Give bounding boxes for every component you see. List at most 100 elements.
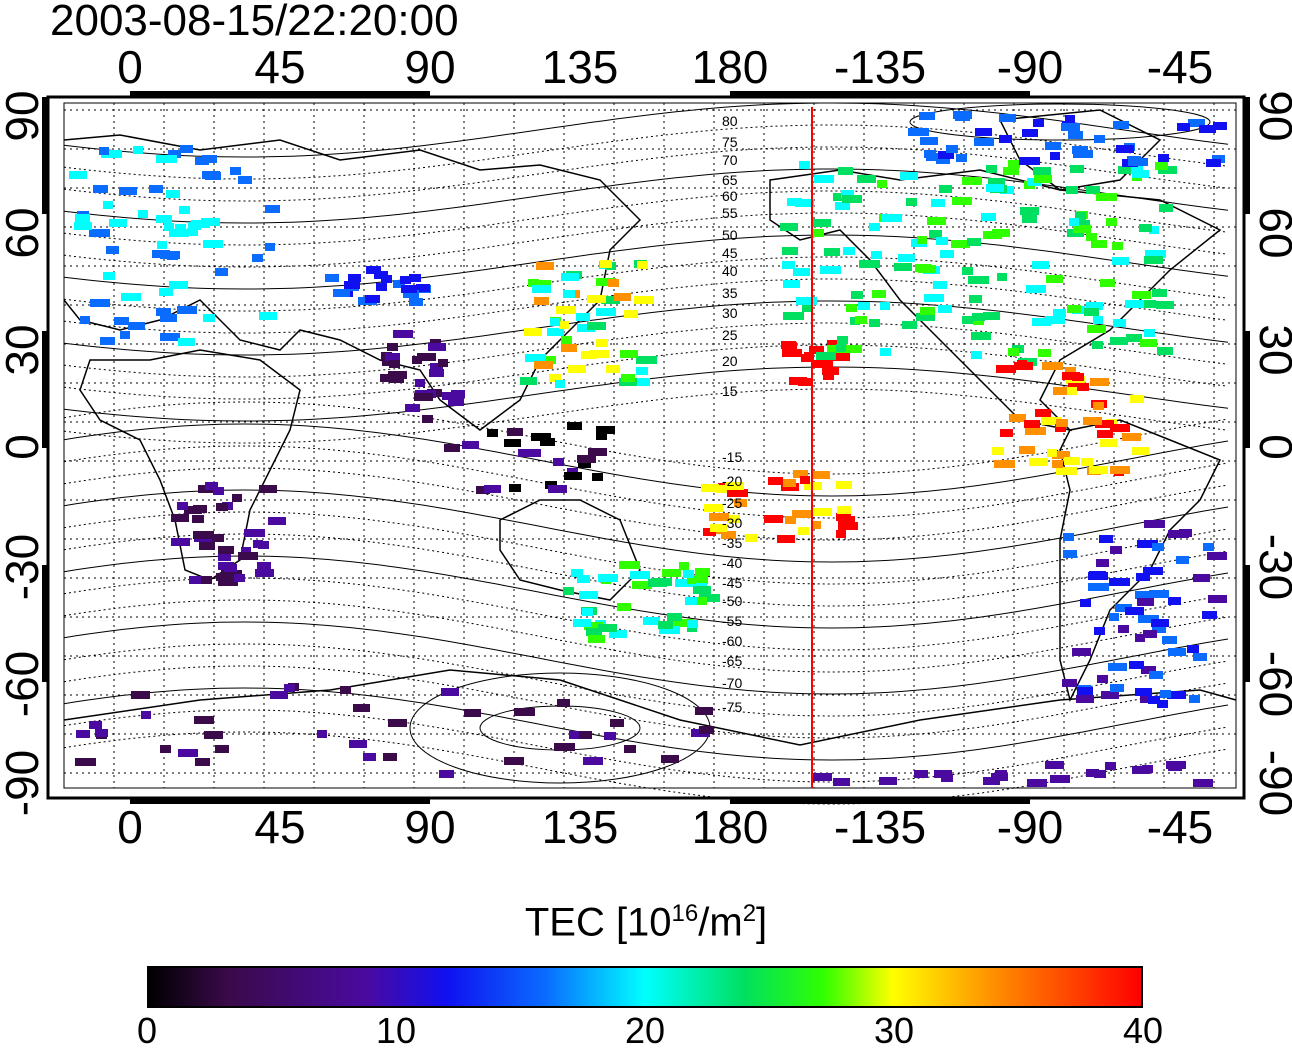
tec-cell — [858, 302, 870, 310]
tec-cell — [1118, 166, 1131, 174]
tec-cell — [1073, 225, 1091, 233]
tec-cell — [400, 276, 411, 284]
tec-cell — [561, 336, 572, 344]
tec-cell — [195, 157, 209, 165]
tec-cell — [813, 360, 833, 368]
tec-cell — [1158, 154, 1169, 162]
tec-cell — [587, 295, 606, 303]
tec-cell — [550, 318, 560, 326]
tec-cell — [1193, 653, 1207, 661]
tec-cell — [1073, 150, 1093, 158]
tec-cell — [962, 316, 976, 324]
tec-cell — [704, 504, 723, 512]
tec-cell — [634, 296, 654, 304]
tec-cell — [823, 372, 834, 380]
tec-cell — [1152, 625, 1166, 633]
tec-cell — [1093, 402, 1104, 410]
tec-cell — [727, 515, 740, 523]
contour-label: 70 — [722, 152, 738, 168]
tec-cell — [920, 137, 938, 145]
tec-cell — [1086, 186, 1100, 194]
tec-cell — [444, 444, 460, 452]
tec-cell — [554, 743, 575, 751]
tec-cell — [120, 331, 130, 339]
tec-cell — [1045, 142, 1061, 150]
tec-cell — [685, 597, 699, 605]
lat-tick-right: -90 — [1250, 749, 1292, 817]
tec-cell — [1130, 395, 1144, 403]
tec-cell — [317, 730, 327, 738]
contour-line — [63, 621, 1229, 695]
tec-cell — [880, 348, 891, 356]
tec-cell — [89, 721, 102, 729]
tec-cell — [564, 472, 582, 480]
lat-tick-right: 90 — [1250, 90, 1292, 142]
tec-cell — [1101, 691, 1119, 699]
tec-cell — [608, 279, 619, 287]
tec-cell — [1066, 186, 1078, 194]
tec-cell — [417, 353, 436, 361]
tec-cell — [983, 312, 1000, 320]
tec-cell — [1086, 302, 1103, 310]
tec-cell — [381, 275, 392, 283]
tec-cell — [1096, 193, 1117, 201]
tec-cell — [344, 281, 360, 289]
tec-cell — [1137, 540, 1158, 548]
tec-cell — [1100, 279, 1115, 287]
tec-cell — [836, 481, 852, 489]
tec-cell — [1041, 417, 1062, 425]
tec-cell — [175, 224, 186, 232]
lon-tick-bottom: 180 — [691, 801, 769, 853]
tec-cell — [1203, 543, 1214, 551]
tec-cell — [514, 708, 535, 716]
tec-cell — [540, 356, 556, 364]
tec-cell — [1046, 275, 1063, 283]
tec-cell — [380, 374, 395, 382]
tec-cell — [528, 279, 539, 287]
tec-cell — [563, 587, 574, 595]
tec-cell — [1144, 329, 1155, 337]
tec-cell — [563, 290, 575, 298]
contour-line — [63, 687, 1229, 761]
tec-cell — [598, 574, 618, 582]
contour-label: -15 — [722, 449, 742, 465]
tec-cell — [464, 709, 481, 717]
tec-cell — [556, 306, 576, 314]
tec-cell — [785, 516, 796, 524]
tec-cell — [1070, 165, 1084, 173]
tec-cell — [801, 354, 812, 362]
tec-cell — [693, 586, 711, 594]
tec-cell — [881, 214, 902, 222]
tec-cell — [918, 265, 936, 273]
tec-cell — [1110, 466, 1130, 474]
tec-cell — [366, 266, 381, 274]
tec-cell — [586, 628, 602, 636]
tec-cell — [1000, 429, 1013, 437]
tec-cell — [76, 730, 90, 738]
colorbar — [147, 966, 1143, 1008]
tec-cell — [914, 770, 928, 778]
tec-cell — [917, 236, 927, 244]
tec-cell — [348, 274, 361, 282]
tec-cell — [385, 353, 400, 361]
tec-cell — [1141, 666, 1156, 674]
contour-line — [63, 278, 1229, 334]
tec-cell — [101, 150, 122, 158]
tec-cell — [1143, 567, 1163, 575]
tec-cell — [224, 564, 237, 572]
tec-cell — [284, 684, 295, 692]
tec-cell — [946, 145, 958, 153]
tec-cell — [1116, 145, 1134, 153]
tec-cell — [880, 302, 890, 310]
contour-label: -65 — [722, 653, 742, 669]
tec-cell — [1063, 533, 1074, 541]
tec-cell — [268, 517, 286, 525]
tec-cell — [1144, 300, 1156, 308]
tec-cell — [1072, 648, 1091, 656]
tec-cell — [1055, 424, 1066, 432]
tec-cell — [908, 128, 929, 136]
tec-cell — [1144, 520, 1165, 528]
tec-cell — [811, 471, 830, 479]
tec-cell — [244, 529, 265, 537]
